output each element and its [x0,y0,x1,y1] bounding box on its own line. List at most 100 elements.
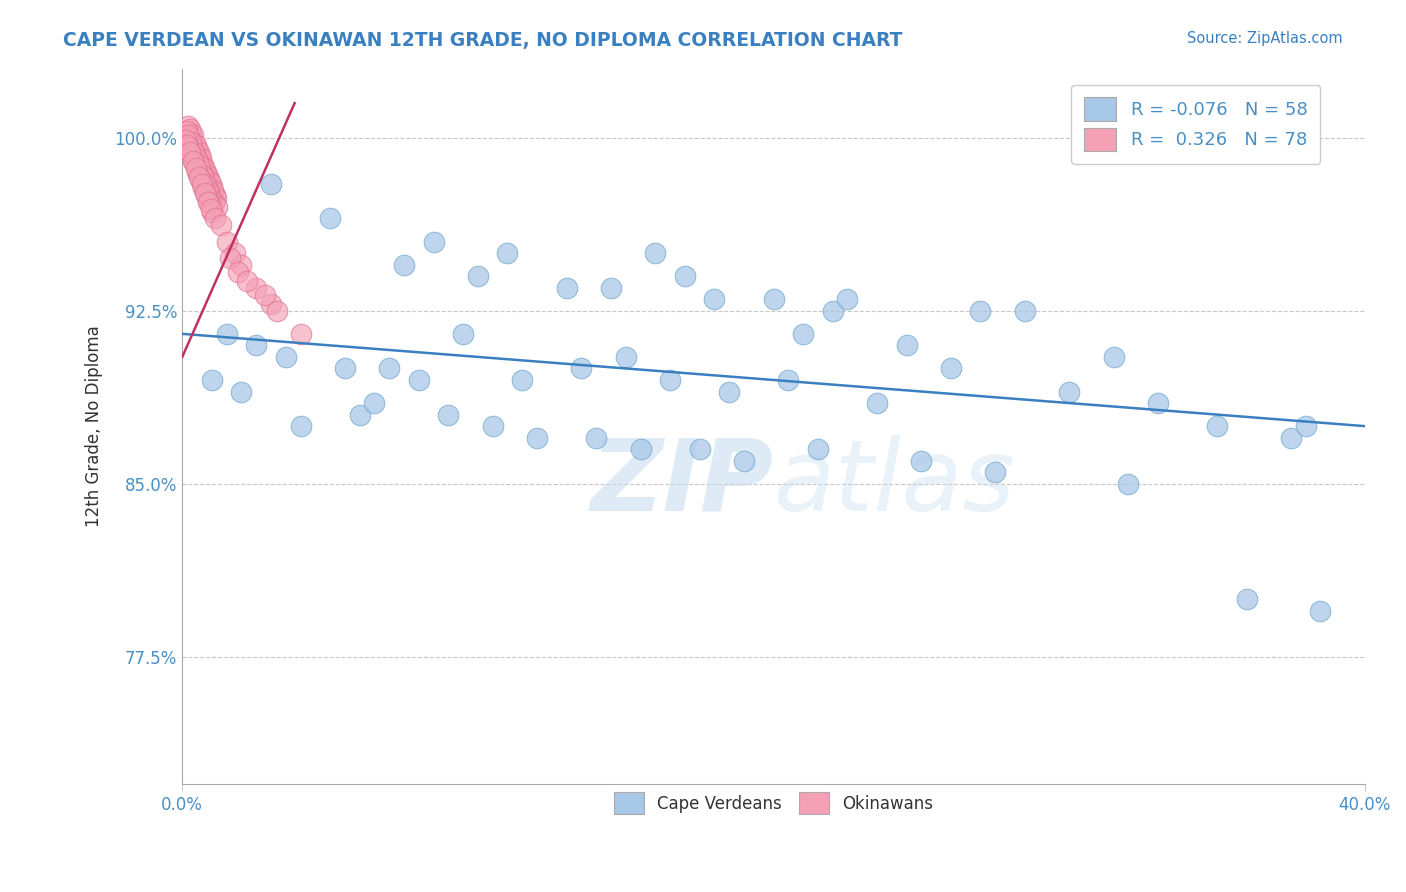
Point [1147,396,1170,410]
Point [197,184,219,198]
Point [1206,419,1229,434]
Point [183,147,205,161]
Point [260,297,283,311]
Point [437,408,460,422]
Point [198,186,221,200]
Point [204,188,226,202]
Point [910,454,932,468]
Point [837,292,859,306]
Point [174,133,197,147]
Point [184,137,207,152]
Text: CAPE VERDEAN VS OKINAWAN 12TH GRADE, NO DIPLOMA CORRELATION CHART: CAPE VERDEAN VS OKINAWAN 12TH GRADE, NO … [63,31,903,50]
Point [1102,350,1125,364]
Point [193,161,215,175]
Point [266,303,288,318]
Point [260,177,283,191]
Point [195,179,218,194]
Point [319,211,342,226]
Point [984,465,1007,479]
Point [188,172,211,186]
Point [481,419,503,434]
Point [673,269,696,284]
Point [510,373,533,387]
Point [274,350,297,364]
Point [177,140,200,154]
Text: Source: ZipAtlas.com: Source: ZipAtlas.com [1187,31,1343,46]
Point [200,193,222,207]
Point [733,454,755,468]
Point [224,246,246,260]
Point [197,168,219,182]
Y-axis label: 12th Grade, No Diploma: 12th Grade, No Diploma [86,326,103,527]
Point [467,269,489,284]
Point [231,258,253,272]
Point [183,136,205,150]
Point [821,303,844,318]
Point [254,287,277,301]
Point [600,281,623,295]
Point [969,303,991,318]
Point [205,200,228,214]
Point [191,168,214,182]
Point [201,179,224,194]
Point [198,195,221,210]
Point [496,246,519,260]
Point [1057,384,1080,399]
Point [236,274,259,288]
Point [176,137,198,152]
Point [228,264,250,278]
Point [181,128,204,143]
Point [1014,303,1036,318]
Point [177,119,200,133]
Legend: Cape Verdeans, Okinawans: Cape Verdeans, Okinawans [602,780,945,825]
Point [183,145,205,159]
Point [188,149,211,163]
Point [526,431,548,445]
Point [569,361,592,376]
Point [200,202,222,217]
Point [184,161,207,175]
Point [190,163,212,178]
Point [205,191,228,205]
Point [187,145,209,159]
Point [179,121,201,136]
Point [614,350,637,364]
Point [187,153,209,168]
Point [585,431,607,445]
Point [349,408,371,422]
Point [194,165,217,179]
Point [290,419,312,434]
Point [186,142,208,156]
Point [718,384,741,399]
Point [187,169,209,184]
Point [290,326,312,341]
Point [188,158,211,172]
Point [201,204,224,219]
Point [193,169,215,184]
Text: ZIP: ZIP [591,434,773,532]
Point [202,184,225,198]
Point [180,126,202,140]
Point [762,292,785,306]
Point [180,140,202,154]
Point [896,338,918,352]
Point [630,442,652,457]
Point [807,442,830,457]
Point [215,326,238,341]
Point [191,181,214,195]
Point [1116,476,1139,491]
Point [194,186,217,200]
Point [194,188,217,202]
Point [778,373,800,387]
Text: atlas: atlas [773,434,1015,532]
Point [689,442,711,457]
Point [176,128,198,143]
Point [363,396,385,410]
Point [333,361,356,376]
Point [201,373,224,387]
Point [190,152,212,166]
Point [245,281,267,295]
Point [659,373,682,387]
Point [866,396,889,410]
Point [179,145,201,159]
